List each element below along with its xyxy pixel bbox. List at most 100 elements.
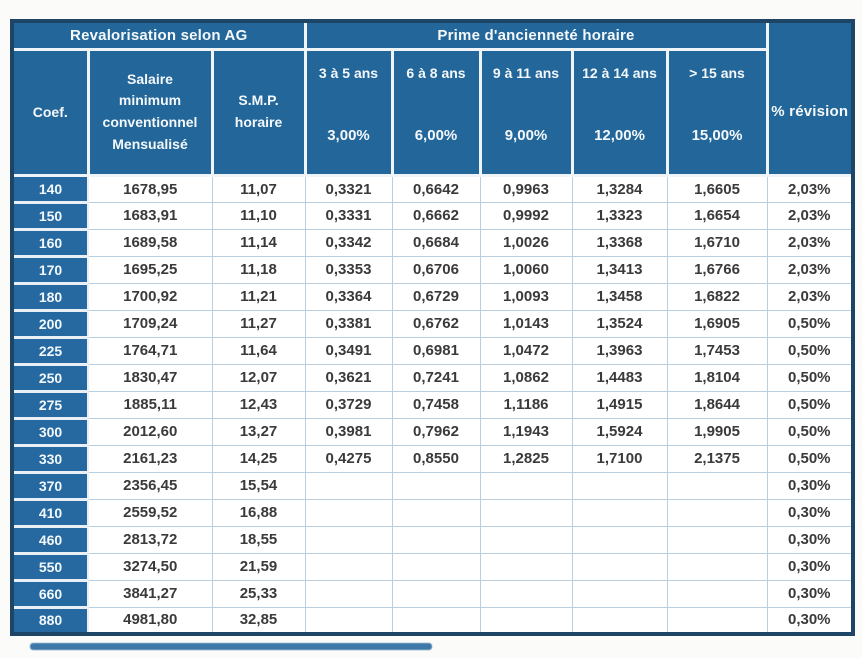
group-header-prime-anciennete: Prime d'ancienneté horaire [303,19,769,51]
revision-cell: 0,30% [766,606,854,635]
prime-header: 3 à 5 ans 3,00% [307,52,391,172]
prime-cell: 0,9963 [479,174,573,203]
prime-label: 6 à 8 ans [406,65,466,81]
salaire-cell: 2559,52 [87,498,213,527]
prime-cell: 1,8104 [666,363,768,392]
prime-cell: 0,6762 [391,309,481,338]
table-row: 660 3841,27 25,33 0,30% [11,578,854,609]
prime-cell: 1,2825 [479,444,573,473]
coef-cell: 410 [11,497,89,528]
coef-cell: 880 [11,605,89,636]
coef-cell: 275 [11,389,89,420]
column-header-smp: S.M.P. horaire [210,47,307,177]
table-row: 160 1689,58 11,14 0,3342 0,6684 1,0026 1,3368 1… [11,227,854,258]
group-header-revalorisation: Revalorisation selon AG [10,19,307,51]
prime-rate: 9,00% [504,127,548,144]
salaire-cell: 1695,25 [87,255,213,284]
prime-cell: 0,3364 [304,282,393,311]
coef-cell: 300 [11,416,89,447]
prime-label: > 15 ans [689,65,745,81]
table-row: 410 2559,52 16,88 0,30% [11,497,854,528]
prime-label: 9 à 11 ans [492,65,560,81]
column-header-3-5-ans: 3 à 5 ans 3,00% [303,47,394,177]
table-row: 180 1700,92 11,21 0,3364 0,6729 1,0093 1,3458 1… [11,281,854,312]
prime-cell: 1,6710 [666,228,768,257]
prime-cell: 1,0093 [479,282,573,311]
smp-cell: 11,27 [211,309,306,338]
prime-cell: 1,6905 [666,309,768,338]
prime-cell: 0,3353 [304,255,393,284]
prime-cell: 1,0060 [479,255,573,284]
salaire-cell: 4981,80 [87,606,213,635]
prime-cell: 0,3321 [304,174,393,203]
prime-cell: 1,0026 [479,228,573,257]
prime-cell: 0,7458 [391,390,481,419]
prime-cell [666,579,768,608]
group-header-row: Revalorisation selon AG Prime d'ancienne… [10,19,855,177]
coef-cell: 150 [11,200,89,231]
table-row: 250 1830,47 12,07 0,3621 0,7241 1,0862 1,4483 1… [11,362,854,393]
coef-cell: 170 [11,254,89,285]
prime-cell: 1,3458 [571,282,668,311]
salaire-cell: 1700,92 [87,282,213,311]
table-row: 225 1764,71 11,64 0,3491 0,6981 1,0472 1,3963 1… [11,335,854,366]
table-row: 330 2161,23 14,25 0,4275 0,8550 1,2825 1,7100 2… [11,443,854,474]
column-header-6-8-ans: 6 à 8 ans 6,00% [390,47,482,177]
revision-cell: 0,30% [766,552,854,581]
prime-cell [666,498,768,527]
table-body: 140 1678,95 11,07 0,3321 0,6642 0,9963 1,3284 1… [11,173,854,636]
smp-cell: 21,59 [211,552,306,581]
prime-cell: 1,6605 [666,174,768,203]
coef-cell: 330 [11,443,89,474]
smp-cell: 15,54 [211,471,306,500]
prime-cell [479,606,573,635]
revision-cell: 2,03% [766,228,854,257]
prime-cell [304,579,393,608]
revision-cell: 0,30% [766,471,854,500]
column-header-9-11-ans: 9 à 11 ans 9,00% [478,47,574,177]
revision-cell: 0,50% [766,444,854,473]
table-header: Revalorisation selon AG Prime d'ancienne… [10,19,855,177]
smp-cell: 18,55 [211,525,306,554]
table-row: 275 1885,11 12,43 0,3729 0,7458 1,1186 1,4915 1… [11,389,854,420]
smp-cell: 12,43 [211,390,306,419]
prime-header: > 15 ans 15,00% [669,52,766,172]
coef-cell: 180 [11,281,89,312]
prime-cell [391,579,481,608]
coef-cell: 460 [11,524,89,555]
prime-cell [479,471,573,500]
salaire-cell: 2813,72 [87,525,213,554]
prime-cell [571,552,668,581]
prime-cell [479,579,573,608]
prime-cell: 1,6766 [666,255,768,284]
smp-cell: 14,25 [211,444,306,473]
salaire-cell: 3274,50 [87,552,213,581]
prime-cell: 0,6684 [391,228,481,257]
prime-cell: 0,3342 [304,228,393,257]
prime-cell: 1,0472 [479,336,573,365]
coef-cell: 140 [11,173,89,204]
prime-cell [479,525,573,554]
prime-cell: 1,4915 [571,390,668,419]
prime-cell [304,552,393,581]
coef-cell: 225 [11,335,89,366]
prime-cell [304,471,393,500]
prime-cell [304,525,393,554]
prime-cell [571,525,668,554]
salaire-cell: 2356,45 [87,471,213,500]
prime-cell: 0,8550 [391,444,481,473]
prime-cell: 1,0862 [479,363,573,392]
smp-cell: 13,27 [211,417,306,446]
revision-cell: 0,50% [766,390,854,419]
prime-cell: 1,1943 [479,417,573,446]
prime-cell: 1,7100 [571,444,668,473]
prime-cell: 0,6662 [391,201,481,230]
prime-cell: 0,4275 [304,444,393,473]
prime-cell [391,471,481,500]
smp-cell: 11,64 [211,336,306,365]
prime-cell [666,552,768,581]
coef-cell: 200 [11,308,89,339]
table-row: 370 2356,45 15,54 0,30% [11,470,854,501]
revision-cell: 0,30% [766,579,854,608]
salaire-cell: 1709,24 [87,309,213,338]
